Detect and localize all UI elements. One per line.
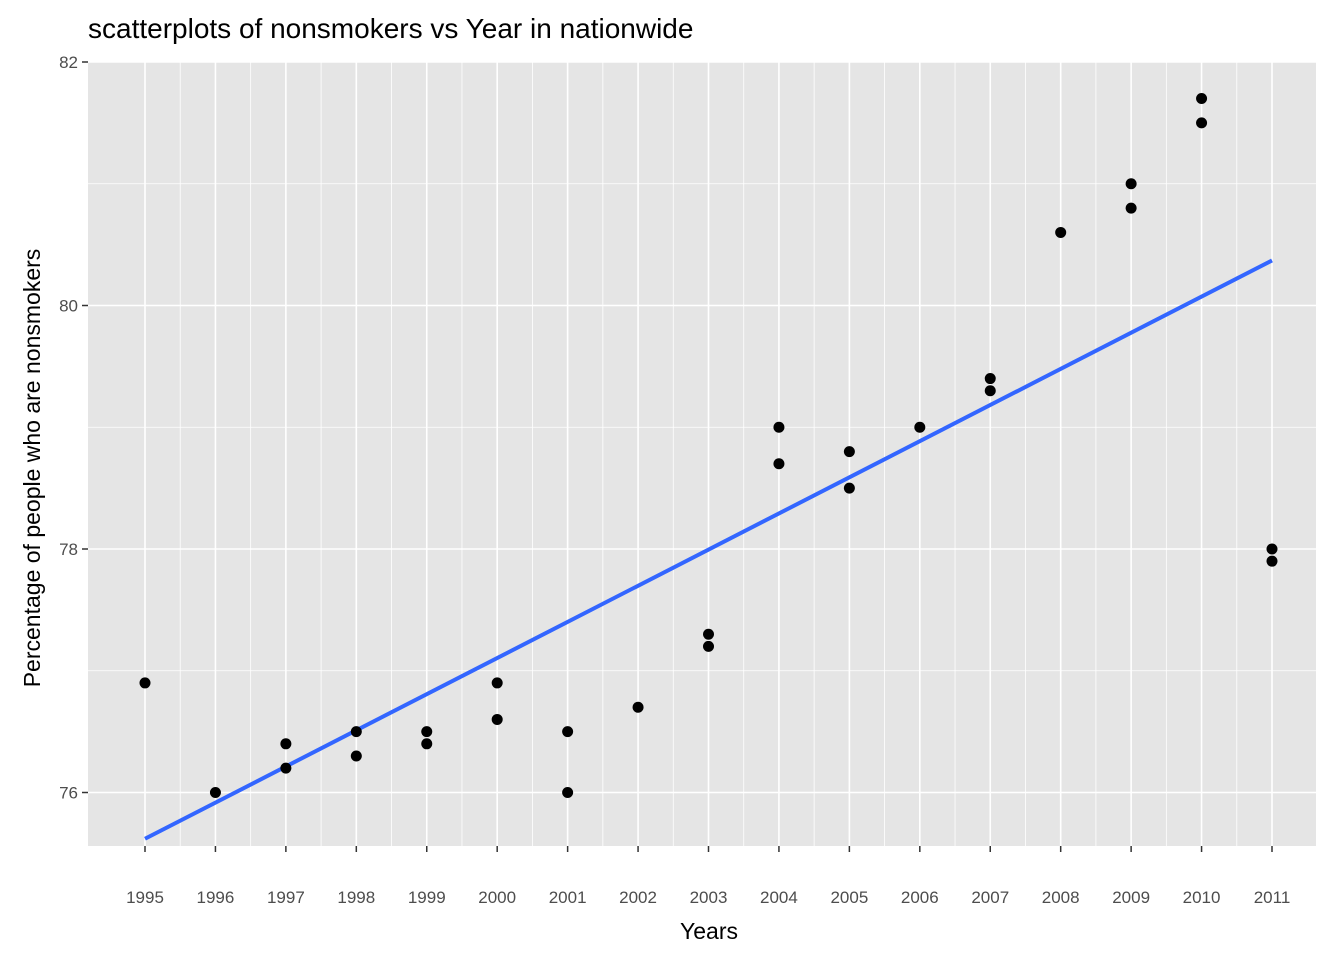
- data-point: [350, 726, 362, 738]
- y-axis-title: Percentage of people who are nonsmokers: [19, 249, 45, 688]
- x-tick-label: 2011: [1254, 888, 1291, 907]
- x-tick-label: 2005: [830, 888, 868, 907]
- x-tick-label: 1998: [337, 888, 375, 907]
- y-tick-label: 82: [59, 53, 78, 72]
- data-point: [491, 677, 503, 689]
- chart-title: scatterplots of nonsmokers vs Year in na…: [88, 13, 693, 44]
- data-point: [984, 385, 996, 397]
- data-point: [350, 750, 362, 762]
- data-point: [562, 726, 574, 738]
- x-axis-tick-labels: 1995 1996 1997 1998 1999 2000 2001 2002 2003 2004…: [126, 888, 1290, 907]
- y-tick-label: 80: [59, 297, 78, 316]
- data-point: [491, 713, 503, 725]
- axis-ticks: [82, 61, 1273, 852]
- data-point: [1125, 178, 1137, 190]
- y-axis-tick-labels: 76 78 80 82: [59, 53, 78, 803]
- major-gridlines: [88, 61, 1316, 846]
- data-point: [914, 421, 926, 433]
- data-point: [421, 738, 433, 750]
- y-tick-label: 78: [59, 540, 78, 559]
- plot-panel: [88, 62, 1316, 846]
- data-point: [1266, 555, 1278, 567]
- data-point: [209, 787, 221, 798]
- points-layer: [139, 93, 1278, 798]
- y-tick-label: 76: [59, 784, 78, 803]
- x-tick-label: 2008: [1042, 888, 1080, 907]
- data-point: [1196, 93, 1208, 105]
- x-tick-label: 1996: [197, 888, 235, 907]
- x-tick-label: 2006: [901, 888, 939, 907]
- x-tick-label: 1999: [408, 888, 446, 907]
- x-tick-label: 2003: [690, 888, 728, 907]
- trend-layer: [144, 258, 1273, 841]
- x-tick-label: 2000: [478, 888, 516, 907]
- x-tick-label: 1995: [126, 888, 164, 907]
- data-point: [843, 482, 855, 494]
- x-tick-label: 2001: [549, 888, 587, 907]
- data-point: [421, 726, 433, 738]
- data-point: [1055, 226, 1067, 238]
- data-point: [632, 701, 644, 713]
- x-tick-label: 2002: [619, 888, 657, 907]
- minor-gridlines: [88, 62, 1316, 846]
- data-point: [773, 458, 785, 470]
- x-tick-label: 2009: [1112, 888, 1150, 907]
- data-point: [773, 421, 785, 433]
- data-point: [280, 762, 292, 774]
- data-point: [843, 446, 855, 458]
- data-point: [139, 677, 151, 689]
- data-point: [1196, 117, 1208, 129]
- data-point: [703, 640, 714, 652]
- x-tick-label: 2007: [971, 888, 1009, 907]
- data-point: [984, 373, 996, 385]
- data-point: [562, 787, 574, 798]
- data-point: [280, 738, 292, 750]
- x-tick-label: 2010: [1183, 888, 1221, 907]
- data-point: [1125, 202, 1137, 214]
- x-tick-label: 1997: [267, 888, 305, 907]
- x-axis-title: Years: [680, 918, 738, 944]
- data-point: [703, 628, 714, 640]
- x-tick-label: 2004: [760, 888, 798, 907]
- trend-line: [144, 258, 1273, 841]
- data-point: [1266, 543, 1278, 555]
